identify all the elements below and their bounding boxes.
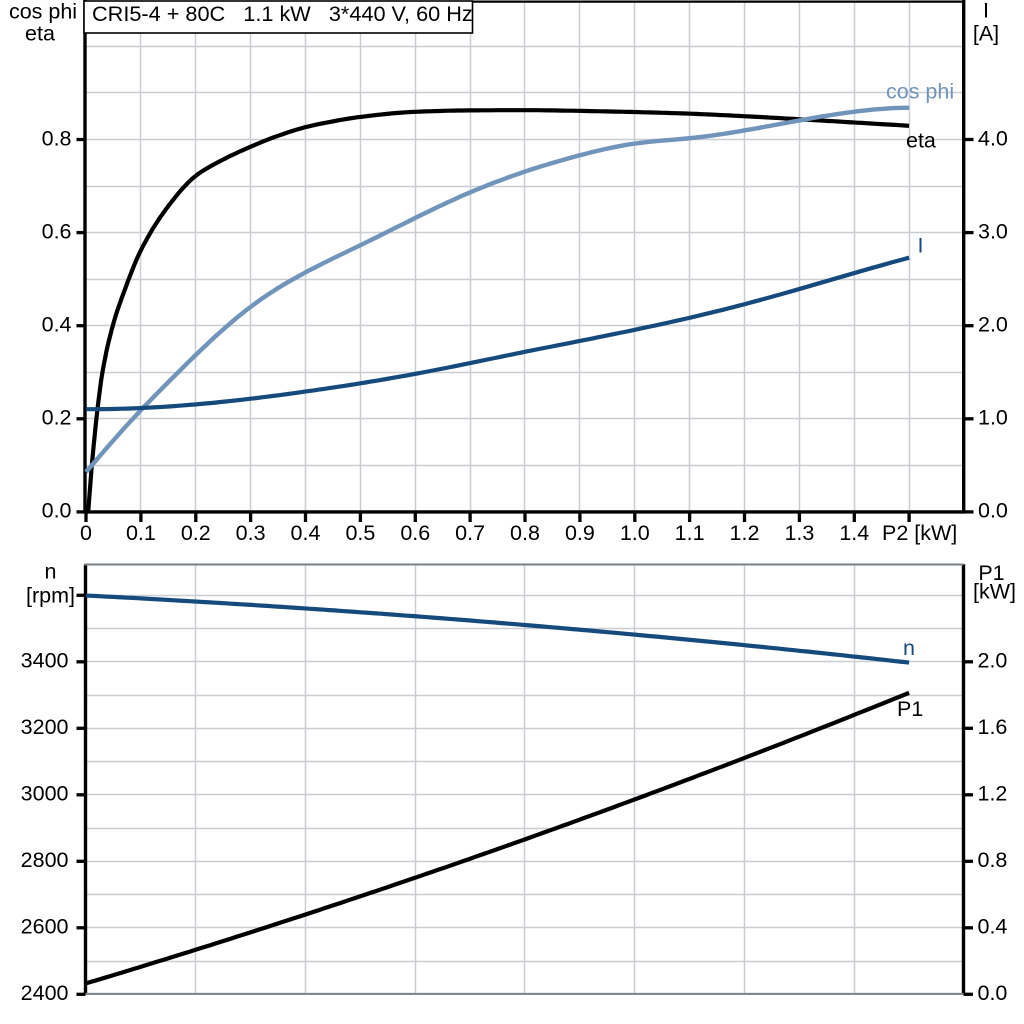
svg-text:3200: 3200: [21, 715, 69, 739]
svg-text:eta: eta: [25, 22, 55, 46]
svg-text:0.0: 0.0: [978, 981, 1008, 1005]
svg-text:CRI5-4 + 80C 1.1 kW 3*440: CRI5-4 + 80C 1.1 kW 3*440 V, 60 Hz: [92, 1, 473, 26]
svg-text:0.6: 0.6: [400, 521, 430, 545]
svg-text:0.4: 0.4: [42, 313, 72, 337]
svg-text:[rpm]: [rpm]: [26, 583, 75, 607]
svg-text:0.9: 0.9: [565, 521, 595, 545]
svg-text:4.0: 4.0: [978, 126, 1008, 150]
svg-text:cos phi: cos phi: [886, 80, 954, 104]
svg-text:0.4: 0.4: [291, 521, 321, 545]
svg-text:P1: P1: [978, 561, 1004, 585]
svg-text:2800: 2800: [21, 848, 69, 872]
svg-text:0.0: 0.0: [42, 499, 72, 523]
svg-text:1.1: 1.1: [675, 521, 705, 545]
svg-text:n: n: [903, 636, 915, 660]
svg-text:0.8: 0.8: [978, 848, 1008, 872]
svg-text:P1: P1: [897, 697, 923, 721]
svg-text:eta: eta: [906, 129, 936, 153]
svg-text:I: I: [983, 0, 989, 22]
svg-text:0: 0: [80, 521, 92, 545]
svg-text:1.2: 1.2: [978, 782, 1008, 806]
svg-text:[kW]: [kW]: [973, 580, 1016, 604]
svg-text:1.6: 1.6: [978, 715, 1008, 739]
svg-text:0.4: 0.4: [978, 915, 1008, 939]
svg-text:1.3: 1.3: [784, 521, 814, 545]
svg-text:0.1: 0.1: [126, 521, 156, 545]
svg-text:0.8: 0.8: [42, 126, 72, 150]
svg-text:1.4: 1.4: [839, 521, 869, 545]
svg-text:0.2: 0.2: [42, 406, 72, 430]
svg-text:1.2: 1.2: [730, 521, 760, 545]
svg-text:2600: 2600: [21, 915, 69, 939]
svg-text:2.0: 2.0: [978, 649, 1008, 673]
svg-text:0.6: 0.6: [42, 219, 72, 243]
svg-text:3.0: 3.0: [978, 219, 1008, 243]
svg-text:3000: 3000: [21, 782, 69, 806]
svg-text:3400: 3400: [21, 649, 69, 673]
svg-text:cos phi: cos phi: [9, 0, 77, 23]
svg-text:2400: 2400: [21, 981, 69, 1005]
svg-text:[A]: [A]: [973, 22, 999, 46]
svg-text:0.8: 0.8: [510, 521, 540, 545]
svg-text:1.0: 1.0: [620, 521, 650, 545]
svg-text:P2 [kW]: P2 [kW]: [882, 521, 957, 545]
svg-text:0.0: 0.0: [978, 499, 1008, 523]
svg-text:n: n: [45, 560, 57, 584]
svg-text:1.0: 1.0: [978, 406, 1008, 430]
svg-text:0.5: 0.5: [345, 521, 375, 545]
svg-text:I: I: [918, 233, 924, 257]
svg-text:0.2: 0.2: [181, 521, 211, 545]
svg-text:2.0: 2.0: [978, 313, 1008, 337]
svg-text:0.3: 0.3: [236, 521, 266, 545]
svg-text:0.7: 0.7: [455, 521, 485, 545]
